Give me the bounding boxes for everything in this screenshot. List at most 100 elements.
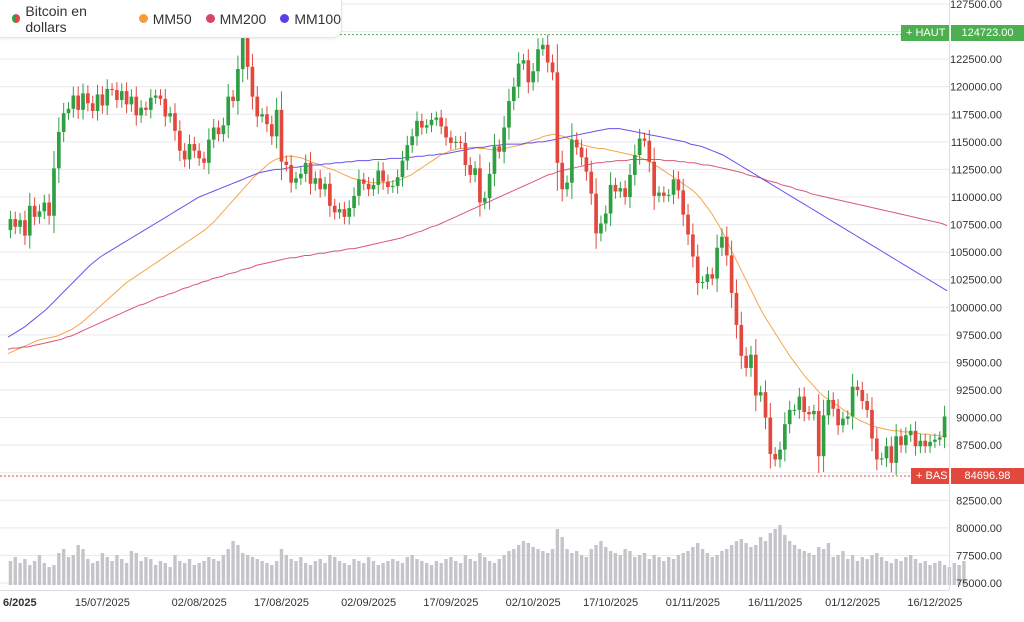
- candle-body: [482, 198, 487, 203]
- x-tick-label: 16/12/2025: [907, 597, 962, 609]
- volume-bar: [212, 559, 216, 585]
- candle-body: [681, 190, 686, 215]
- candle-body: [623, 188, 627, 197]
- volume-bar: [255, 559, 259, 585]
- volume-bar: [618, 555, 622, 585]
- x-tick-label: 6/2025: [3, 597, 37, 609]
- candle-body: [395, 177, 400, 186]
- volume-bar: [652, 555, 656, 585]
- volume-bar: [478, 553, 482, 585]
- volume-bar: [831, 557, 835, 585]
- candle-body: [570, 139, 574, 183]
- candle-body: [177, 130, 182, 151]
- legend-mm100-icon: [280, 14, 290, 23]
- candle-body: [787, 409, 792, 425]
- volume-bar: [628, 551, 632, 585]
- volume-bar: [594, 545, 598, 585]
- legend-item-mm200[interactable]: MM200: [205, 10, 267, 27]
- volume-bar: [347, 565, 351, 585]
- volume-bar: [623, 549, 627, 585]
- candle-body: [773, 453, 778, 460]
- volume-bar: [163, 563, 168, 585]
- candle-body: [173, 113, 177, 131]
- candle-body: [95, 94, 100, 111]
- legend-item-mm100[interactable]: MM100: [280, 11, 341, 27]
- candle-body: [937, 437, 942, 440]
- candle-body: [749, 354, 753, 368]
- volume-bar: [202, 561, 206, 585]
- volume-bar: [560, 537, 564, 585]
- volume-bar: [696, 543, 700, 585]
- candle-body: [608, 184, 613, 214]
- volume-bar: [889, 563, 894, 585]
- candle-body: [879, 458, 884, 460]
- volume-bar: [575, 551, 579, 585]
- candle-body: [812, 410, 816, 415]
- candle-body: [942, 416, 947, 438]
- volume-bar: [47, 567, 51, 585]
- volume-bar: [686, 551, 690, 585]
- volume-bar: [265, 563, 269, 585]
- volume-bar: [952, 563, 956, 585]
- x-axis: 6/2025 15/07/2025 02/08/2025 17/08/2025 02/0…: [0, 590, 962, 609]
- candle-body: [831, 399, 836, 409]
- candle-body: [463, 142, 468, 166]
- x-tick-label: 17/08/2025: [254, 597, 309, 609]
- candle-body: [516, 63, 521, 87]
- volume-bar: [18, 563, 22, 585]
- candle-body: [449, 137, 453, 143]
- volume-bar: [502, 555, 506, 585]
- volume-bar: [318, 559, 322, 585]
- candle-body: [720, 236, 724, 248]
- volume-bar: [570, 553, 574, 585]
- volume-bar: [710, 557, 714, 585]
- volume-bar: [957, 565, 961, 585]
- volume-bar: [846, 559, 850, 585]
- candle-body: [32, 205, 37, 217]
- volume-bar: [236, 545, 240, 585]
- candle-body: [236, 69, 240, 102]
- candle-body: [574, 139, 579, 148]
- candle-body: [487, 173, 492, 199]
- volume-bar: [144, 557, 148, 585]
- volume-bar: [492, 563, 497, 585]
- candle-body: [550, 62, 555, 73]
- candle-body: [66, 108, 71, 114]
- y-tick-label: 77500.00: [956, 550, 1002, 562]
- volume-bar: [221, 555, 226, 585]
- candle-body: [279, 109, 284, 162]
- candle-body: [231, 96, 235, 102]
- legend-label-mm200: MM200: [219, 10, 267, 27]
- volume-bar: [720, 551, 724, 585]
- candle-body: [904, 435, 908, 446]
- volume-bar: [671, 559, 676, 585]
- volume-bar: [681, 553, 685, 585]
- candle-body: [390, 185, 395, 188]
- volume-bar: [23, 559, 27, 585]
- candle-body: [603, 213, 608, 224]
- y-tick-label: 127500.00: [950, 0, 1002, 11]
- volume-bar: [938, 561, 942, 585]
- volume-bar: [933, 563, 937, 585]
- volume-bar: [463, 555, 468, 585]
- volume-bar: [371, 561, 376, 585]
- candle-body: [294, 178, 298, 183]
- candle-body: [923, 440, 928, 447]
- legend-item-bitcoin[interactable]: Bitcoin en dollars: [12, 3, 125, 35]
- y-tick-label: 107500.00: [950, 220, 1002, 232]
- volume-bar: [303, 563, 308, 585]
- y-axis: 75000.0077500.0080000.0082500.0085000.00…: [949, 0, 1002, 590]
- volume-bar: [308, 565, 313, 585]
- candle-body: [729, 255, 734, 293]
- legend-item-mm50[interactable]: MM50: [138, 11, 192, 27]
- volume-bar: [904, 557, 908, 585]
- volume-bar: [870, 555, 874, 585]
- candle-body: [148, 97, 153, 110]
- volume-bar: [797, 549, 802, 585]
- volume-bar: [758, 537, 763, 585]
- candle-body: [42, 202, 47, 212]
- y-tick-label: 97500.00: [956, 330, 1002, 342]
- candle-body: [192, 144, 197, 151]
